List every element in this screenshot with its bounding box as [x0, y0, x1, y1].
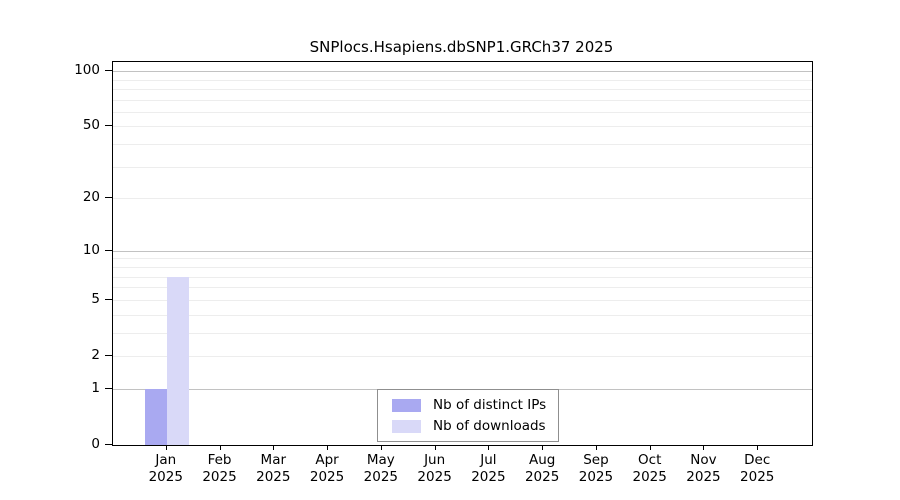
gridline-minor — [113, 299, 812, 301]
x-tick-year: 2025 — [256, 469, 291, 485]
x-tick-mark — [273, 445, 275, 450]
x-tick-label: Jul 2025 — [460, 452, 516, 486]
x-tick-year: 2025 — [309, 469, 345, 485]
gridline-major — [113, 71, 812, 73]
y-tick-mark — [105, 249, 112, 251]
y-tick-label: 100 — [74, 62, 100, 79]
legend-swatch-downloads — [392, 419, 421, 433]
y-tick-mark — [105, 387, 112, 389]
x-tick-mark — [649, 445, 651, 450]
gridline-minor — [113, 355, 812, 357]
x-tick-label: Jun 2025 — [407, 452, 463, 486]
x-tick-year: 2025 — [363, 469, 399, 485]
x-tick-month: Mar — [260, 452, 287, 468]
gridline-minor — [113, 314, 812, 316]
x-tick-label: Feb 2025 — [192, 452, 248, 486]
x-tick-month: Jun — [424, 452, 446, 468]
x-tick-mark — [703, 445, 705, 450]
x-tick-year: 2025 — [417, 469, 452, 485]
y-tick-mark — [105, 70, 112, 72]
y-tick-label: 0 — [91, 436, 100, 452]
x-tick-mark — [488, 445, 490, 450]
legend-label-downloads: Nb of downloads — [433, 418, 546, 434]
gridline-minor — [113, 166, 812, 168]
gridline-minor — [113, 126, 812, 128]
x-tick-month: Nov — [690, 452, 717, 468]
x-tick-month: Sep — [583, 452, 609, 468]
gridline-minor — [113, 276, 812, 278]
y-tick-mark — [105, 298, 112, 300]
y-tick-label: 10 — [82, 241, 100, 258]
x-tick-mark — [595, 445, 597, 450]
gridline-minor — [113, 266, 812, 268]
x-tick-label: May 2025 — [353, 452, 409, 486]
y-tick-mark — [105, 197, 112, 199]
x-tick-label: Aug 2025 — [514, 452, 570, 486]
x-tick-year: 2025 — [686, 469, 721, 485]
x-tick-year: 2025 — [148, 469, 183, 485]
x-tick-mark — [757, 445, 759, 450]
x-tick-year: 2025 — [632, 469, 667, 485]
legend: Nb of distinct IPs Nb of downloads — [377, 389, 560, 442]
chart-title: SNPlocs.Hsapiens.dbSNP1.GRCh37 2025 — [309, 38, 614, 56]
gridline-minor — [113, 99, 812, 101]
x-tick-mark — [219, 445, 221, 450]
x-tick-year: 2025 — [740, 469, 775, 485]
y-tick-label: 5 — [91, 290, 100, 307]
plot-area: Nb of distinct IPs Nb of downloads — [112, 61, 813, 446]
gridline-minor — [113, 258, 812, 260]
gridline-minor — [113, 79, 812, 81]
x-tick-mark — [434, 445, 436, 450]
y-tick-label: 20 — [82, 189, 100, 206]
x-tick-month: Jul — [480, 452, 497, 468]
gridline-minor — [113, 198, 812, 200]
x-tick-year: 2025 — [202, 469, 237, 485]
gridline-minor — [113, 111, 812, 113]
gridline-minor — [113, 88, 812, 90]
x-tick-year: 2025 — [471, 469, 506, 485]
bar-downloads — [166, 276, 189, 445]
legend-item-downloads: Nb of downloads — [392, 418, 546, 434]
gridline-minor — [113, 144, 812, 146]
y-tick-mark — [105, 444, 112, 445]
gridline-minor — [113, 332, 812, 334]
x-tick-month: May — [366, 452, 395, 468]
x-tick-year: 2025 — [578, 469, 614, 485]
gridline-major — [113, 250, 812, 252]
x-tick-label: Mar 2025 — [245, 452, 301, 486]
x-tick-month: Oct — [638, 452, 662, 468]
x-tick-label: Dec 2025 — [729, 452, 785, 486]
x-tick-month: Aug — [528, 452, 556, 468]
legend-item-distinct-ips: Nb of distinct IPs — [392, 397, 546, 413]
gridline-minor — [113, 287, 812, 289]
x-tick-mark — [327, 445, 329, 450]
y-tick-mark — [105, 354, 112, 356]
y-tick-label: 1 — [91, 379, 100, 396]
x-tick-label: Apr 2025 — [299, 452, 355, 486]
x-tick-year: 2025 — [524, 469, 560, 485]
x-tick-label: Jan 2025 — [138, 452, 194, 486]
bar-distinct-ips — [144, 388, 167, 445]
y-tick-mark — [105, 125, 112, 127]
x-tick-month: Feb — [207, 452, 232, 468]
x-tick-mark — [380, 445, 382, 450]
x-tick-month: Dec — [744, 452, 771, 468]
x-tick-month: Jan — [155, 452, 177, 468]
y-tick-label: 2 — [91, 346, 100, 363]
x-tick-label: Nov 2025 — [675, 452, 731, 486]
x-tick-month: Apr — [315, 452, 339, 468]
x-tick-mark — [165, 445, 167, 450]
x-tick-label: Sep 2025 — [568, 452, 624, 486]
x-tick-mark — [542, 445, 544, 450]
legend-swatch-distinct-ips — [392, 398, 421, 412]
legend-label-distinct-ips: Nb of distinct IPs — [433, 397, 547, 413]
x-tick-label: Oct 2025 — [622, 452, 678, 486]
y-tick-label: 50 — [82, 117, 100, 134]
